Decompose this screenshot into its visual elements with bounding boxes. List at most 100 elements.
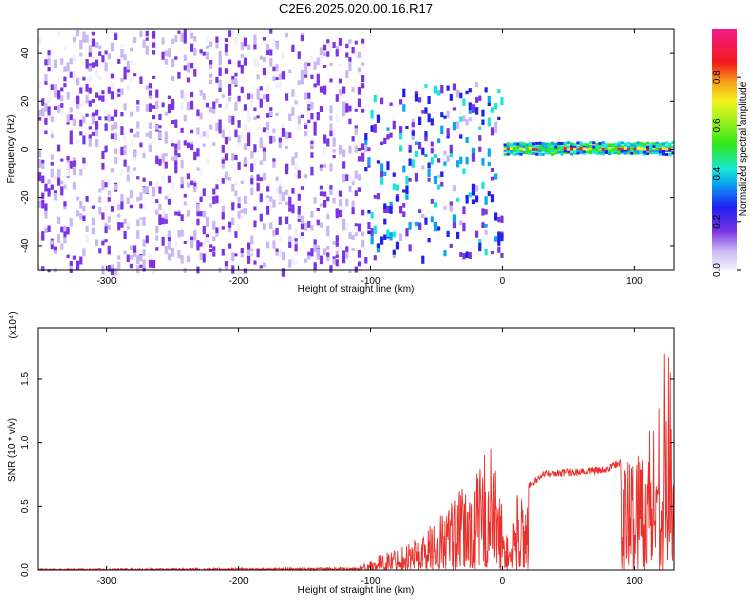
heatmap-cell xyxy=(348,64,352,71)
heatmap-cell xyxy=(291,106,295,116)
heatmap-cell xyxy=(107,216,111,223)
heatmap-cell xyxy=(399,205,403,214)
heatmap-cell xyxy=(516,146,520,150)
heatmap-cell xyxy=(481,109,485,117)
heatmap-cell xyxy=(186,182,191,188)
heatmap-cell xyxy=(88,87,92,94)
heatmap-cell xyxy=(326,51,330,57)
heatmap-cell xyxy=(418,97,422,103)
heatmap-cell xyxy=(205,218,210,227)
heatmap-cell xyxy=(573,150,577,154)
heatmap-cell xyxy=(91,31,96,36)
heatmap-cell xyxy=(367,157,371,166)
heatmap-cell xyxy=(171,247,175,257)
heatmap-cell xyxy=(525,147,529,151)
heatmap-cell xyxy=(107,86,111,94)
heatmap-cell xyxy=(655,147,659,151)
heatmap-cell xyxy=(532,151,536,155)
heatmap-cell xyxy=(462,253,466,260)
heatmap-cell xyxy=(566,141,571,145)
heatmap-cell xyxy=(535,147,539,151)
heatmap-cell xyxy=(98,51,102,56)
heatmap-cell xyxy=(288,241,292,248)
heatmap-cell xyxy=(193,182,197,190)
heatmap-cell xyxy=(304,258,308,263)
heatmap-cell xyxy=(107,114,111,122)
heatmap-cell xyxy=(126,197,130,204)
heatmap-cell xyxy=(484,223,488,228)
heatmap-cell xyxy=(414,141,419,145)
heatmap-cell xyxy=(91,131,96,136)
heatmap-cell xyxy=(38,200,42,208)
heatmap-cell xyxy=(329,130,333,137)
heatmap-cell xyxy=(639,141,643,145)
heatmap-cell xyxy=(373,225,377,234)
heatmap-cell xyxy=(532,147,536,151)
heatmap-cell xyxy=(183,140,187,146)
heatmap-cell xyxy=(266,132,270,139)
heatmap-cell xyxy=(212,188,216,195)
heatmap-cell xyxy=(66,254,70,259)
heatmap-cell xyxy=(196,244,200,251)
heatmap-cell xyxy=(487,102,491,106)
heatmap-cell xyxy=(351,207,355,213)
heatmap-cell xyxy=(104,123,108,131)
heatmap-cell xyxy=(104,206,108,211)
heatmap-cell xyxy=(430,157,434,165)
heatmap-cell xyxy=(155,181,159,189)
heatmap-cell xyxy=(300,34,305,42)
heatmap-cell xyxy=(313,244,317,252)
heatmap-cell xyxy=(266,241,270,249)
heatmap-cell xyxy=(161,51,165,60)
heatmap-cell xyxy=(120,88,124,96)
heatmap-cell xyxy=(215,122,219,132)
heatmap-cell xyxy=(345,246,349,252)
heatmap-cell xyxy=(323,147,327,154)
heatmap-cell xyxy=(646,145,650,149)
heatmap-cell xyxy=(646,151,650,155)
heatmap-cell xyxy=(262,262,267,268)
heatmap-cell xyxy=(224,102,229,110)
heatmap-cell xyxy=(47,57,51,66)
heatmap-cell xyxy=(351,248,355,252)
heatmap-cell xyxy=(250,93,254,99)
heatmap-cell xyxy=(278,142,282,149)
heatmap-cell xyxy=(373,94,377,103)
heatmap-cell xyxy=(104,110,108,117)
heatmap-cell xyxy=(171,99,175,107)
heatmap-cell xyxy=(424,84,428,88)
heatmap-cell xyxy=(649,142,653,146)
heatmap-cell xyxy=(300,232,305,239)
heatmap-cell xyxy=(158,158,162,166)
heatmap-cell xyxy=(522,150,526,154)
heatmap-cell xyxy=(348,232,352,240)
heatmap-cell xyxy=(652,149,656,153)
heatmap-cell xyxy=(307,119,311,124)
heatmap-cell xyxy=(579,149,583,153)
heatmap-cell xyxy=(399,131,403,140)
heatmap-cell xyxy=(598,142,602,146)
heatmap-cell xyxy=(243,37,248,47)
heatmap-cell xyxy=(269,49,273,56)
x-tick-label: 0 xyxy=(500,576,506,587)
heatmap-cell xyxy=(541,142,545,146)
colorbar-tick-label: 0.2 xyxy=(712,214,723,228)
heatmap-cell xyxy=(44,130,48,135)
heatmap-cell xyxy=(487,95,491,104)
heatmap-cell xyxy=(335,115,339,122)
heatmap-cell xyxy=(120,146,124,156)
heatmap-cell xyxy=(316,254,320,260)
heatmap-cell xyxy=(589,151,593,155)
heatmap-cell xyxy=(266,94,270,102)
heatmap-cell xyxy=(38,232,42,241)
heatmap-cell xyxy=(221,94,225,98)
heatmap-cell xyxy=(342,101,346,110)
heatmap-cell xyxy=(133,37,137,42)
heatmap-cell xyxy=(180,127,184,133)
heatmap-cell xyxy=(38,110,42,117)
heatmap-cell xyxy=(123,218,127,224)
heatmap-cell xyxy=(82,76,86,81)
heatmap-cell xyxy=(110,268,115,276)
heatmap-cell xyxy=(259,265,263,269)
heatmap-cell xyxy=(53,106,58,110)
